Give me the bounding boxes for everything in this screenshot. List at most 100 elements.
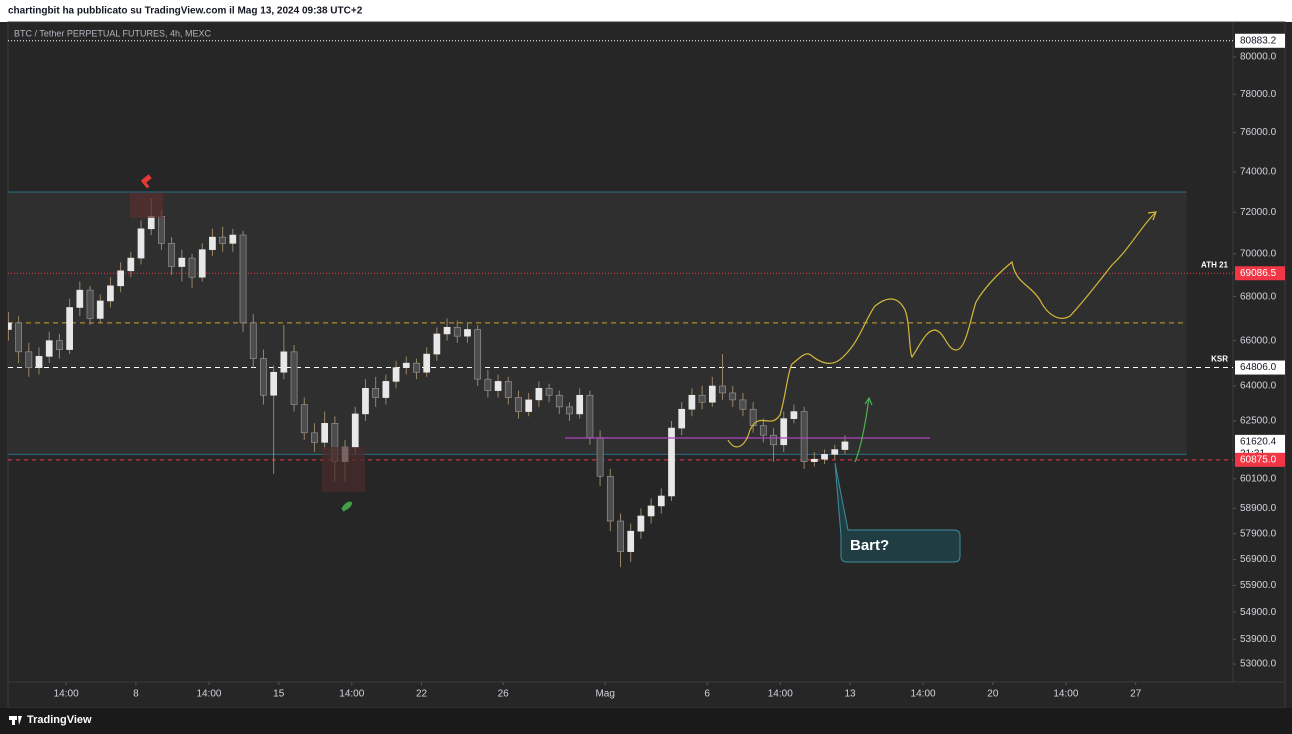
candle-body xyxy=(586,394,594,438)
drawings: Bart? xyxy=(130,174,1157,563)
candle-body xyxy=(362,388,369,415)
candle-body xyxy=(719,385,726,394)
chart-title: BTC / Tether PERPETUAL FUTURES, 4h, MEXC xyxy=(14,28,212,38)
y-tick-label: 74000.0 xyxy=(1240,167,1277,178)
level-price-box xyxy=(1235,33,1285,48)
candle-body xyxy=(300,404,308,434)
y-tick-label: 66000.0 xyxy=(1240,335,1277,346)
candle-body xyxy=(66,307,73,350)
candle-body xyxy=(382,381,390,398)
candle-body xyxy=(708,385,716,403)
callout xyxy=(834,462,961,563)
y-tick-label: 80000.0 xyxy=(1240,52,1277,63)
y-tick-label: 56900.0 xyxy=(1240,554,1277,565)
highlight-box xyxy=(322,447,365,492)
y-tick-label: 53000.0 xyxy=(1240,659,1277,670)
green-arrow xyxy=(854,397,870,463)
candle-body xyxy=(198,249,206,278)
candle-body xyxy=(657,495,665,507)
candle-body xyxy=(525,399,533,412)
y-tick-label: 62500.0 xyxy=(1240,416,1277,427)
candle-body xyxy=(576,394,584,415)
candle-body xyxy=(821,454,828,460)
candle-body xyxy=(566,406,573,415)
y-tick-label: 55900.0 xyxy=(1240,580,1277,591)
candle-body xyxy=(270,371,278,396)
candle-body xyxy=(668,427,675,497)
projection-arrowhead xyxy=(1147,211,1157,221)
candle-body xyxy=(280,351,288,373)
attribution: chartingbit ha pubblicato su TradingView… xyxy=(8,6,363,17)
y-tick-label: 70000.0 xyxy=(1240,249,1277,260)
y-tick-label: 76000.0 xyxy=(1240,127,1277,138)
y-tick-label: 64000.0 xyxy=(1240,381,1277,392)
candle-body xyxy=(790,411,798,419)
candle-body xyxy=(86,289,94,319)
footer-brand: TradingView xyxy=(27,714,92,726)
candle-body xyxy=(617,520,624,552)
candle-body xyxy=(443,326,451,335)
plot-area xyxy=(8,40,1233,568)
candle-body xyxy=(219,236,227,244)
tv-logo xyxy=(9,716,22,725)
candle-body xyxy=(117,270,124,287)
x-tick-label: 27 xyxy=(1130,689,1142,700)
x-tick-label: 15 xyxy=(273,689,285,700)
candle-body xyxy=(321,423,329,443)
x-tick-label: 13 xyxy=(844,689,856,700)
candle-body xyxy=(423,353,431,373)
level-price-label: 80883.2 xyxy=(1240,35,1277,46)
candle-body xyxy=(35,356,43,368)
callout-text: Bart? xyxy=(850,537,889,554)
axes: 80000.0 78000.0 76000.0 74000.0 72000.0 70000… xyxy=(54,33,1285,700)
level-price-label: 69086.5 xyxy=(1240,268,1277,279)
candle-body xyxy=(127,257,135,272)
candle-body xyxy=(637,515,645,532)
level-price-box xyxy=(1235,360,1285,375)
x-tick-label: 14:00 xyxy=(339,689,364,700)
candle-body xyxy=(627,530,635,552)
candle-body xyxy=(545,388,553,396)
highlight-box xyxy=(130,193,163,218)
y-tick-label: 57900.0 xyxy=(1240,528,1277,539)
candle-body xyxy=(107,285,114,302)
candle-body xyxy=(759,425,767,436)
y-tick-label: 53900.0 xyxy=(1240,634,1277,645)
x-tick-label: 14:00 xyxy=(54,689,79,700)
candle-body xyxy=(76,289,84,308)
candle-body xyxy=(739,399,747,410)
level-name: ATH 21 xyxy=(1201,260,1229,269)
candle-body xyxy=(392,367,400,382)
candle-body xyxy=(239,234,247,324)
footer-bar xyxy=(0,708,1292,734)
x-tick-label: 14:00 xyxy=(1053,689,1078,700)
candle-body xyxy=(209,236,216,250)
level-price-label: 60875.0 xyxy=(1240,454,1277,465)
candle-body xyxy=(147,216,155,230)
green-arrowhead xyxy=(864,396,873,406)
y-tick-label: 78000.0 xyxy=(1240,89,1277,100)
candle-body xyxy=(249,322,257,359)
candle-body xyxy=(137,228,145,259)
y-tick-label: 72000.0 xyxy=(1240,207,1277,218)
candle-body xyxy=(413,362,420,373)
x-tick-label: 14:00 xyxy=(196,689,221,700)
candle-body xyxy=(647,505,655,517)
candle-body xyxy=(504,381,512,398)
level-name: KSR xyxy=(1211,355,1228,364)
candle-body xyxy=(56,340,63,350)
candle-body xyxy=(290,351,298,405)
y-tick-label: 54900.0 xyxy=(1240,607,1277,618)
candle-body xyxy=(555,394,563,408)
candle-body xyxy=(433,333,441,355)
x-tick-label: 8 xyxy=(133,689,139,700)
y-tick-label: 58900.0 xyxy=(1240,503,1277,514)
rocket-icon xyxy=(341,501,352,512)
candle-body xyxy=(596,437,604,477)
candle-body xyxy=(158,216,165,244)
candle-body xyxy=(810,458,818,462)
candle-body xyxy=(841,441,849,450)
candle-body xyxy=(453,326,461,337)
candle-body xyxy=(515,397,522,412)
